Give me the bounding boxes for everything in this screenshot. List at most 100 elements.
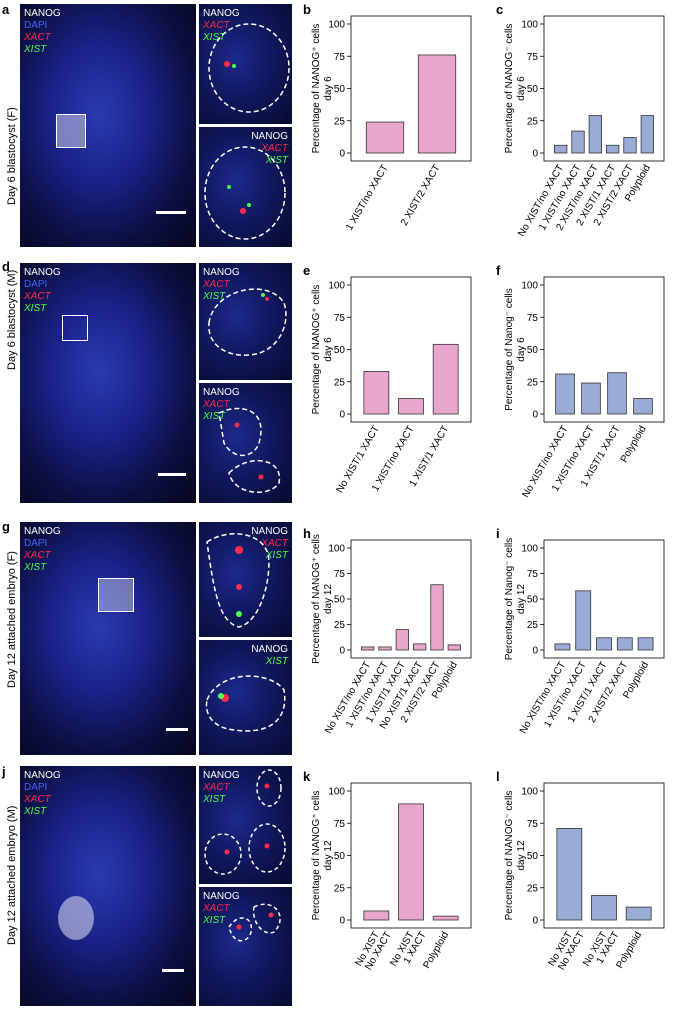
bar [363,371,390,415]
legend-dapi: DAPI [24,538,48,549]
y-tick-label: 100 [328,20,345,31]
bar [554,144,568,154]
micrograph-day6-f-overview: NANOG DAPI XACT XIST [20,4,196,247]
roi-box [62,315,88,341]
legend-nanog: NANOG [203,770,240,781]
y-tick-label: 75 [527,52,539,63]
legend-xact: XACT [203,279,230,290]
channel-legend-zoom: NANOG XACT XIST [203,8,240,44]
legend-xact: XACT [24,794,51,805]
y-tick-label: 50 [527,595,539,606]
bar [398,398,424,415]
y-tick-label: 0 [339,410,345,421]
y-tick-label: 25 [527,620,539,631]
micrograph-day12-m-zoom-2: NANOG XACT XIST [199,887,292,1006]
y-tick-label: 75 [334,52,346,63]
y-tick-label: 75 [334,313,346,324]
bar [398,803,424,921]
panel-letter-b: b [303,2,311,17]
y-tick-label: 25 [334,377,346,388]
y-tick-label: 0 [532,916,538,927]
bar [606,144,620,154]
bar [556,828,583,921]
cell-outline [206,533,270,628]
micrograph-day6-m-zoom-1: NANOG XACT XIST [199,263,292,380]
y-axis-label: Percentage of NANOG⁺ cellsday 6 [311,285,334,415]
legend-xist: XIST [203,291,226,302]
y-tick-label: 0 [339,646,345,657]
y-tick-label: 25 [334,116,346,127]
cell-outline [204,769,286,875]
panel-letter-i: i [496,526,500,541]
panel-letter-k: k [303,769,311,784]
channel-legend: NANOG DAPI XACT XIST [24,526,61,574]
y-tick-label: 100 [521,787,538,798]
channel-legend: NANOG DAPI XACT XIST [24,267,61,315]
channel-legend: NANOG DAPI XACT XIST [24,8,61,56]
legend-nanog: NANOG [251,131,288,142]
micrograph-day12-f-zoom-2: NANOG XIST [199,640,292,755]
channel-legend-zoom: NANOG XACT XIST [203,387,240,423]
bar [581,382,601,415]
bar [413,643,427,651]
panel-letter-l: l [496,769,500,784]
cell-outline [205,675,286,732]
micrograph-day12-m-zoom-1: NANOG XACT XIST [199,766,292,884]
bar [588,115,602,154]
panel-letter-e: e [303,263,310,278]
y-tick-label: 75 [527,313,539,324]
legend-dapi: DAPI [24,20,48,31]
panel-letter-j: j [2,764,6,779]
scale-bar [166,728,188,731]
legend-xact: XACT [203,903,230,914]
panel-letter-f: f [496,263,501,278]
y-tick-label: 25 [334,620,346,631]
y-tick-label: 25 [527,377,539,388]
bar [430,584,444,651]
y-axis-label: Percentage of NANOG⁻ cellsday 12 [504,791,527,921]
channel-legend-zoom: NANOG XACT XIST [251,131,288,167]
channel-legend-zoom: NANOG XIST [251,644,288,668]
y-tick-label: 100 [328,544,345,555]
y-tick-label: 50 [334,345,346,356]
bar [607,372,627,415]
y-tick-label: 50 [527,851,539,862]
y-tick-label: 100 [328,281,345,292]
cell-outline [228,903,281,942]
legend-nanog: NANOG [203,387,240,398]
y-tick-label: 100 [521,20,538,31]
y-tick-label: 0 [532,646,538,657]
legend-nanog: NANOG [24,770,61,781]
panel-letter-a: a [2,2,10,17]
panel-letter-h: h [303,526,311,541]
x-tick-label: 2 XIST/2 XACT [399,163,443,228]
legend-xact: XACT [261,538,288,549]
bar [633,398,653,415]
bar [363,910,390,921]
bar [625,906,652,921]
legend-nanog: NANOG [203,8,240,19]
legend-dapi: DAPI [24,279,48,290]
bar [596,637,612,651]
roi-box [98,578,134,612]
panel-letter-g: g [2,519,10,534]
micrograph-day6-f-zoom-2: NANOG XACT XIST [199,127,292,247]
legend-xact: XACT [261,143,288,154]
legend-nanog: NANOG [251,644,288,655]
micrograph-day12-f-overview: NANOG DAPI XACT XIST [20,522,196,755]
legend-nanog: NANOG [203,267,240,278]
legend-xist: XIST [265,155,288,166]
bar [623,137,637,154]
y-tick-label: 50 [527,345,539,356]
y-tick-label: 25 [527,116,539,127]
legend-xact: XACT [24,550,51,561]
y-tick-label: 75 [527,569,539,580]
scale-bar [158,473,186,476]
